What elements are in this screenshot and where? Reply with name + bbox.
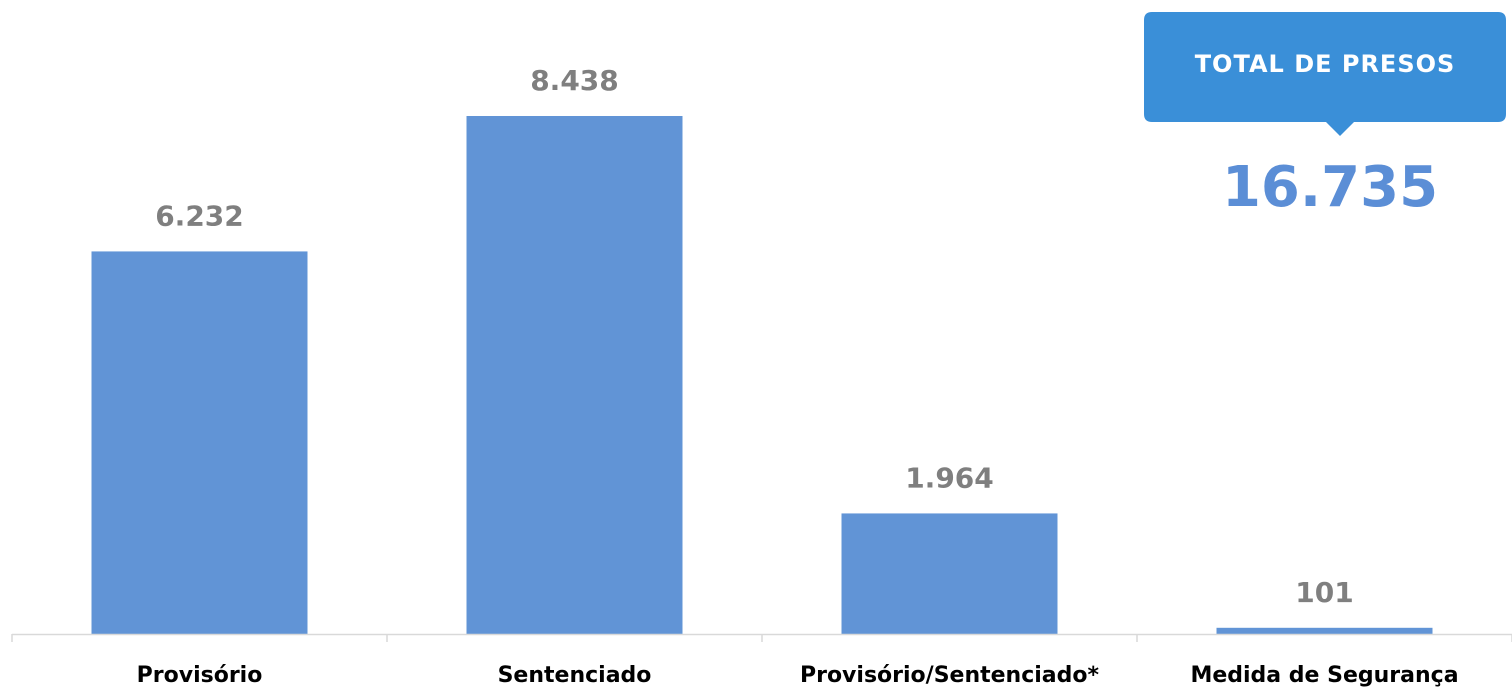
callout-title: TOTAL DE PRESOS [1195, 50, 1456, 78]
bar [466, 116, 683, 634]
callout-total-value: 16.735 [1222, 155, 1438, 220]
bar [1216, 627, 1433, 634]
bar-value-label: 6.232 [155, 199, 244, 232]
bar-value-label: 101 [1295, 576, 1353, 609]
bars-group [91, 116, 1433, 635]
callout-box [1144, 12, 1506, 136]
bar [841, 513, 1058, 634]
category-labels-group: Provisório Sentenciado Provisório/Sentenci… [137, 663, 1459, 688]
x-axis [11, 633, 1512, 642]
category-label: Provisório [137, 663, 263, 688]
value-labels-group: 6.232 8.438 1.964 101 [155, 64, 1354, 609]
category-label: Sentenciado [498, 663, 652, 688]
bar-value-label: 8.438 [530, 64, 619, 97]
category-label: Medida de Segurança [1190, 663, 1458, 688]
total-callout: TOTAL DE PRESOS 16.735 [1144, 12, 1506, 220]
bar [91, 251, 308, 635]
bar-value-label: 1.964 [905, 461, 994, 494]
category-label: Provisório/Sentenciado* [800, 663, 1100, 688]
